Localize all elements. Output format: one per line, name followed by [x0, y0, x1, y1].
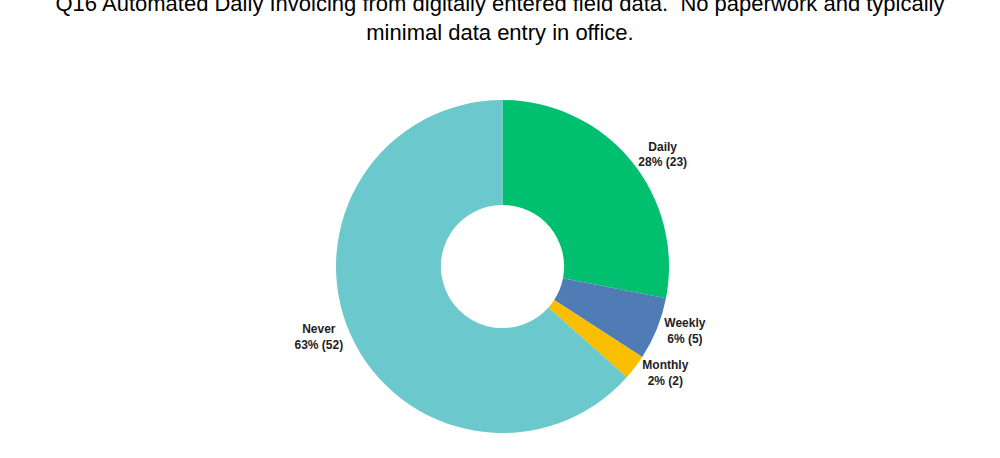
svg-text:Weekly6% (5): Weekly6% (5) [664, 316, 705, 346]
svg-text:Monthly2% (2): Monthly2% (2) [642, 358, 688, 388]
svg-text:Q16 Automated Daily Invoicing: Q16 Automated Daily Invoicing from digit… [55, 0, 944, 45]
svg-text:Never63% (52): Never63% (52) [294, 322, 343, 352]
svg-text:Daily28% (23): Daily28% (23) [638, 140, 687, 170]
